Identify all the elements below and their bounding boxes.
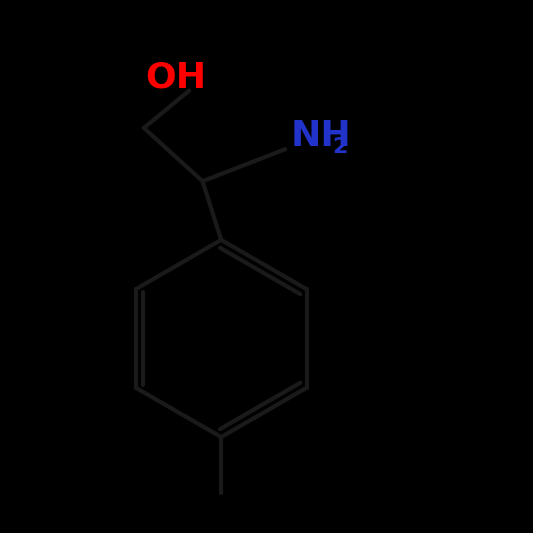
Text: 2: 2 xyxy=(332,136,348,157)
Text: NH: NH xyxy=(290,119,351,153)
Text: OH: OH xyxy=(146,60,206,94)
